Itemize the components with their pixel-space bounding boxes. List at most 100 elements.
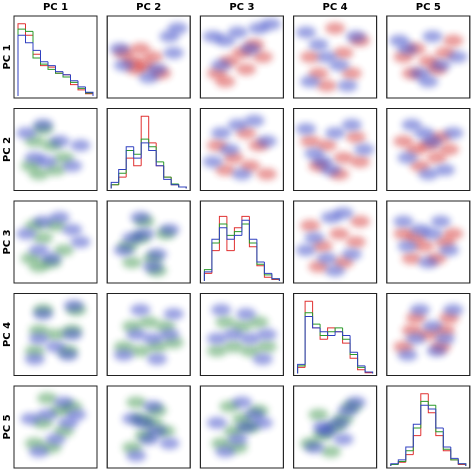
histogram-step — [319, 327, 328, 333]
histogram-step — [248, 220, 257, 240]
histogram-step — [334, 327, 343, 332]
scatter-cloud — [236, 308, 257, 320]
scatter-cloud — [223, 340, 244, 353]
scatter-cloud — [231, 396, 252, 409]
scatter-cloud — [57, 349, 78, 361]
histogram-step — [148, 142, 157, 151]
scatter-cloud — [215, 316, 236, 329]
panel — [202, 18, 281, 88]
histogram-step — [55, 65, 63, 73]
histogram-step — [140, 142, 149, 159]
scatter-cloud — [211, 59, 232, 72]
scatter-cloud — [138, 316, 159, 329]
scatter-cloud — [345, 236, 366, 248]
histogram-step — [133, 146, 142, 159]
histogram-step — [32, 31, 41, 59]
scatter-cloud — [159, 328, 180, 341]
panel — [17, 23, 94, 96]
scatter-cloud — [130, 211, 151, 224]
panel — [207, 303, 277, 366]
scatter-cloud — [447, 51, 468, 63]
histogram-step — [203, 271, 212, 281]
panel — [24, 299, 87, 366]
panel — [389, 30, 468, 88]
scatter-cloud — [443, 34, 464, 47]
panel-border — [293, 293, 378, 376]
scatter-cloud — [296, 123, 317, 135]
scatter-cloud — [393, 135, 414, 148]
scatter-cloud — [159, 223, 180, 236]
scatter-cloud — [227, 26, 248, 39]
scatter-cloud — [260, 18, 281, 31]
scatter-cloud — [41, 252, 62, 265]
panel-border — [386, 108, 471, 191]
histogram-step — [70, 74, 78, 82]
histogram-step — [457, 458, 467, 466]
scatter-cloud — [354, 143, 375, 156]
scatter-cloud — [422, 135, 443, 148]
panel-border — [386, 15, 471, 99]
scatter-cloud — [397, 349, 418, 361]
scatter-cloud — [62, 328, 83, 341]
scatter-cloud — [215, 34, 236, 47]
panel — [296, 118, 375, 181]
scatter-cloud — [126, 328, 147, 341]
scatter-cloud — [439, 244, 460, 257]
panel — [113, 211, 180, 277]
panel-border — [13, 200, 98, 284]
scatter-cloud — [24, 151, 45, 164]
scatter-cloud — [138, 71, 159, 84]
scatter-cloud — [126, 396, 147, 409]
scatter-cloud — [142, 400, 163, 413]
scatter-cloud — [252, 353, 273, 366]
scatter-cloud — [159, 437, 180, 450]
row-label: PC 2 — [2, 137, 13, 162]
histogram-step — [85, 86, 94, 96]
scatter-cloud — [350, 155, 370, 168]
scatter-cloud — [320, 164, 341, 176]
scatter-cloud — [256, 168, 277, 181]
histogram-step — [334, 331, 343, 336]
scatter-cloud — [24, 353, 45, 366]
scatter-cloud — [341, 248, 362, 261]
scatter-cloud — [202, 155, 223, 168]
scatter-cloud — [142, 332, 163, 345]
column-label: PC 1 — [43, 2, 68, 13]
scatter-cloud — [122, 412, 143, 425]
histogram-step — [77, 80, 86, 88]
panel — [202, 114, 277, 181]
scatter-cloud — [147, 353, 167, 366]
scatter-cloud — [350, 215, 370, 228]
scatter-cloud — [300, 135, 321, 148]
panel-border — [13, 108, 98, 191]
scatter-cloud — [337, 79, 358, 92]
row-label: PC 1 — [2, 44, 13, 69]
histogram-step — [155, 150, 164, 167]
scatter-cloud — [422, 227, 443, 240]
column-label: PC 4 — [323, 2, 348, 13]
scatter-cloud — [345, 30, 366, 43]
scatter-cloud — [33, 231, 54, 244]
panel-border — [13, 385, 98, 469]
histogram-step — [397, 459, 406, 464]
scatter-cloud — [341, 67, 362, 80]
row-label: PC 3 — [2, 229, 13, 254]
histogram-step — [364, 365, 374, 374]
histogram-step — [271, 273, 280, 281]
panel-border — [386, 293, 471, 376]
histogram-step — [390, 463, 399, 466]
panel-border — [293, 15, 378, 99]
scatter-cloud — [422, 30, 443, 43]
scatter-cloud — [113, 244, 134, 257]
panel — [16, 211, 91, 273]
scatter-cloud — [16, 227, 37, 240]
scatter-cloud — [393, 215, 414, 228]
histogram-step — [47, 61, 56, 67]
scatter-cloud — [167, 22, 188, 35]
panel-border — [293, 200, 378, 284]
scatter-cloud — [333, 46, 354, 59]
scatter-cloud — [443, 303, 464, 316]
scatter-cloud — [215, 445, 236, 458]
histogram-step — [412, 423, 421, 447]
